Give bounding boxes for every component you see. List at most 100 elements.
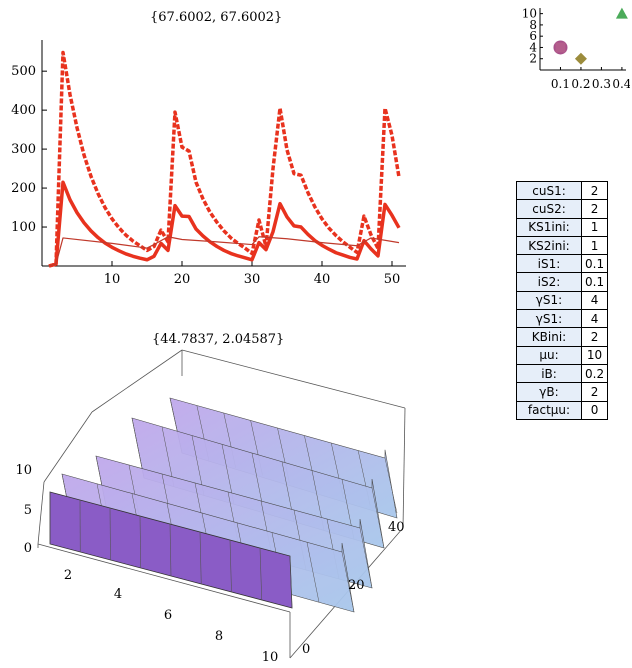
surface-mesh-line: [306, 542, 320, 603]
parameter-value: 2: [580, 180, 609, 201]
parameter-label: KS2ini:: [516, 235, 582, 256]
parameter-row: KS1ini: 1: [516, 217, 609, 237]
x-tick-label: 10: [262, 650, 279, 665]
parameter-table: cuS1: 2 cuS2: 2 KS1ini: 1 KS2ini: 1 iS1: 0.1 iS2: 0…: [516, 180, 609, 420]
scatter-x-tick-label: 0.2: [571, 77, 590, 91]
parameter-value: 0: [580, 400, 609, 420]
y-tick-label: 0: [302, 642, 310, 657]
parameter-row: KS2ini: 1: [516, 235, 609, 256]
y-tick-label: 300: [11, 142, 36, 157]
surface-mesh-line: [109, 507, 111, 561]
z-tick-label: 5: [24, 503, 32, 518]
parameter-row: cuS2: 2: [516, 199, 609, 219]
y-tick-label: 40: [388, 520, 405, 535]
parameter-value: 0.2: [580, 363, 609, 384]
surface-mesh-line: [259, 547, 263, 601]
z-tick-label: 0: [24, 541, 32, 556]
scatter-y-tick-label: 6: [529, 29, 537, 43]
surface-mesh-line: [289, 555, 293, 609]
parameter-row: factμu: 0: [516, 400, 609, 420]
parameter-label: γS1:: [516, 309, 582, 329]
box-edge: [181, 349, 406, 409]
parameter-label: factμu:: [516, 400, 582, 420]
z-tick-label: 10: [15, 463, 32, 478]
series-line-3: [48, 236, 400, 267]
surface-chart: 0 5 10 2 4 6 8 10 0 20 40: [15, 349, 406, 665]
series-line-1: [48, 50, 401, 268]
parameter-row: μu: 10: [516, 345, 609, 365]
x-tick-label: 50: [384, 272, 401, 287]
parameter-label: KBini:: [516, 327, 582, 347]
parameter-value: 4: [580, 309, 609, 329]
surface-mesh-line: [229, 539, 232, 593]
parameter-row: cuS1: 2: [516, 180, 609, 201]
parameter-row: iS2: 0.1: [516, 272, 609, 292]
parameter-value: 1: [580, 217, 609, 237]
box-edge: [37, 543, 291, 613]
x-tick-label: 4: [114, 587, 122, 602]
parameter-value: 10: [580, 345, 609, 365]
y-tick-label: 500: [11, 64, 36, 79]
parameter-value: 1: [580, 235, 609, 256]
parameter-row: KBini: 2: [516, 327, 609, 347]
parameter-row: γB: 2: [516, 382, 609, 402]
scatter-x-tick-label: 0.3: [592, 77, 611, 91]
surface-chart-title: {44.7837, 2.04587}: [152, 332, 285, 347]
y-tick-label: 20: [348, 578, 365, 593]
surface-mesh-line: [131, 417, 145, 479]
parameter-value: 0.1: [580, 272, 609, 292]
scatter-x-tick-label: 0.1: [551, 77, 570, 91]
box-edge: [37, 481, 45, 545]
scatter-point-triangle: [615, 7, 628, 19]
x-tick-label: 10: [104, 272, 121, 287]
scatter-point-diamond: [574, 52, 587, 65]
surface-mesh-line: [169, 523, 172, 577]
surface-mesh-line: [341, 551, 355, 613]
parameter-value: 2: [580, 327, 609, 347]
parameter-label: iS1:: [516, 254, 582, 274]
surface-mesh-line: [359, 527, 373, 589]
x-tick-label: 2: [64, 568, 72, 583]
parameter-value: 0.1: [580, 254, 609, 274]
surface-mesh-line: [371, 487, 385, 549]
line-chart: 10 20 30 40 50 100 200 300 400 500: [11, 40, 406, 287]
parameter-value: 4: [580, 290, 609, 311]
scatter-y-tick-label: 4: [529, 40, 537, 54]
surface-mesh-line: [199, 531, 202, 585]
parameter-label: KS1ini:: [516, 217, 582, 237]
x-tick-label: 30: [244, 272, 261, 287]
line-chart-title: {67.6002, 67.6002}: [150, 10, 283, 25]
parameter-label: μu:: [516, 345, 582, 365]
parameter-label: γB:: [516, 382, 582, 402]
x-tick-label: 40: [314, 272, 331, 287]
box-edge: [43, 411, 93, 483]
parameter-row: γS1: 4: [516, 290, 609, 311]
box-edge: [402, 407, 406, 529]
scatter-point-square: [555, 42, 566, 53]
series-line-2: [48, 180, 401, 268]
x-tick-label: 6: [164, 608, 172, 623]
scatter-y-tick-label: 2: [529, 52, 537, 66]
parameter-label: γS1:: [516, 290, 582, 311]
parameter-label: cuS1:: [516, 180, 582, 201]
parameter-value: 2: [580, 382, 609, 402]
box-edge: [91, 349, 183, 413]
x-tick-label: 8: [215, 629, 223, 644]
scatter-y-tick-label: 10: [522, 7, 537, 21]
surface-mesh-line: [384, 457, 398, 514]
y-tick-label: 200: [11, 181, 36, 196]
parameter-row: iS1: 0.1: [516, 254, 609, 274]
scatter-x-tick-label: 0.4: [612, 77, 630, 91]
parameter-value: 2: [580, 199, 609, 219]
x-tick-label: 20: [174, 272, 191, 287]
scatter-y-tick-label: 8: [529, 18, 537, 32]
parameter-label: iB:: [516, 363, 582, 384]
parameter-label: iS2:: [516, 272, 582, 292]
parameter-row: γS1: 4: [516, 309, 609, 329]
parameter-label: cuS2:: [516, 199, 582, 219]
y-tick-label: 400: [11, 103, 36, 118]
y-tick-label: 100: [11, 220, 36, 235]
surface-mesh-line: [139, 515, 142, 569]
parameter-row: iB: 0.2: [516, 363, 609, 384]
